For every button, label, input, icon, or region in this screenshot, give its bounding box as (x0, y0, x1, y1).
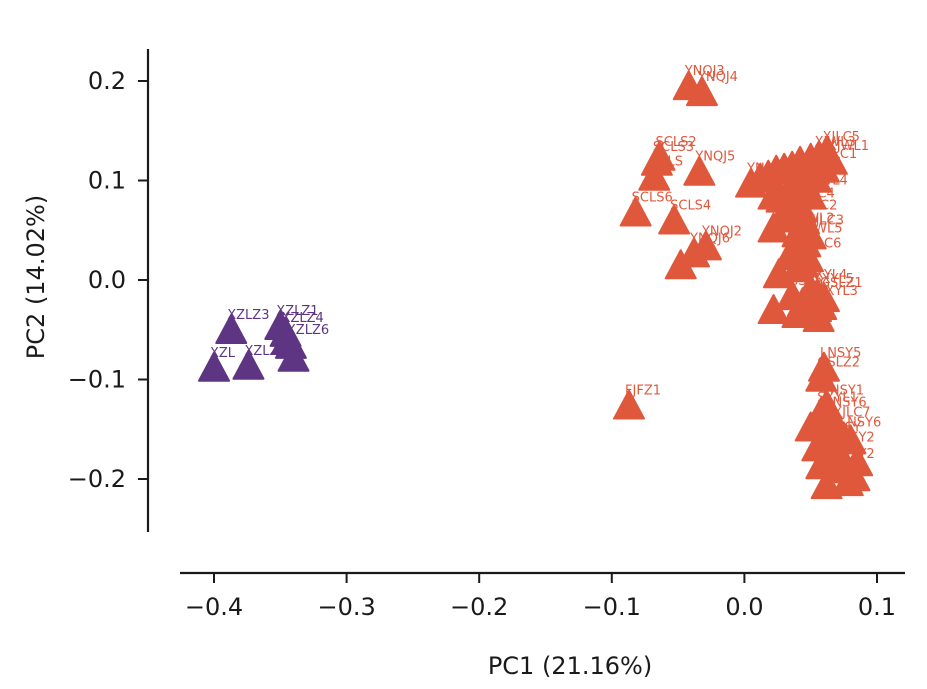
data-point-label: XZLZ (244, 344, 278, 359)
x-tick-label: 0.1 (858, 593, 896, 621)
data-point-label: LNSY2 (833, 447, 874, 462)
data-point-label: XJLC6 (804, 236, 841, 251)
x-axis-ticks: −0.4 −0.3 −0.2 −0.1 0.0 0.1 (185, 573, 896, 621)
data-point-label: YNQJ5 (694, 150, 735, 165)
data-point-label: SXYL4 (807, 268, 848, 283)
data-point-label: XJLC3 (807, 213, 844, 228)
data-point-label: XZL (210, 346, 236, 361)
x-tick-label: −0.2 (450, 593, 508, 621)
data-point-triangle (685, 76, 718, 107)
data-point-triangle (232, 349, 265, 380)
x-tick-label: −0.4 (185, 593, 243, 621)
data-point-triangle (658, 204, 691, 235)
data-point-triangle (277, 341, 310, 372)
data-point-triangle (762, 258, 795, 289)
data-point-label: SCLS3 (653, 140, 694, 155)
data-point-label: LNSY1 (823, 384, 864, 399)
data-point-label: XJWL1 (828, 139, 869, 154)
data-point-label: YNQJ2 (701, 224, 742, 239)
scatter-points (198, 70, 874, 500)
data-point-label: SXYL3 (817, 284, 858, 299)
y-tick-label: 0.1 (88, 167, 126, 195)
data-point-label: XJWL3 (815, 135, 856, 150)
data-point-label: FJFZ1 (625, 384, 661, 399)
data-point-label: GSL (788, 274, 814, 289)
data-point-triangle (802, 302, 835, 332)
data-point-label: SCLS (650, 155, 683, 170)
data-point-triangle (638, 160, 671, 191)
data-point-triangle (781, 252, 814, 283)
data-point-label: SCLS4 (670, 198, 711, 213)
y-tick-label: 0.0 (88, 266, 126, 294)
data-point-triangle (757, 294, 790, 325)
data-point-triangle (198, 351, 230, 382)
data-point-label: YN (746, 162, 765, 177)
data-point-label: XJLC4 (797, 187, 834, 202)
data-point-label: LNSY2 (833, 430, 874, 445)
y-tick-label: −0.1 (68, 366, 126, 394)
data-point-triangle (619, 196, 652, 227)
data-point-label: XJWL5 (801, 221, 842, 236)
data-point-label: YNQJ3 (684, 64, 725, 79)
data-point-triangle (683, 155, 716, 186)
data-point-label: XZLZ6 (287, 323, 329, 338)
x-tick-label: −0.1 (583, 593, 641, 621)
x-axis-title: PC1 (21.16%) (488, 652, 652, 680)
data-point-label: GSLZ2 (817, 356, 860, 371)
data-point-label: SXYL5 (813, 272, 854, 287)
data-point-triangle (781, 298, 814, 329)
data-point-label: LNSY6 (840, 415, 881, 430)
data-point-triangle (805, 361, 838, 392)
data-point-label: LNSY (828, 420, 861, 435)
data-point-label: XJWL2 (793, 211, 834, 226)
data-point-label: LNSY6 (825, 396, 866, 411)
x-tick-label: −0.3 (317, 593, 375, 621)
data-point-label: YNQJ4 (697, 70, 738, 85)
data-point-label: XZLZ4 (282, 311, 324, 326)
y-axis-title: PC2 (14.02%) (22, 195, 50, 359)
data-point-triangle (613, 389, 646, 420)
y-axis-ticks: −0.2 −0.1 0.0 0.1 0.2 (68, 67, 148, 493)
data-point-triangle (757, 212, 790, 243)
data-point-triangle (757, 179, 790, 210)
data-point-label: SCLS2 (656, 135, 697, 150)
data-point-label: XJWL4 (807, 174, 848, 189)
data-point-label: SXYL1 (817, 391, 858, 406)
data-point-label: YNQJ6 (689, 231, 730, 246)
data-point-label: XJLC5 (823, 130, 860, 145)
data-point-label: XZLZ1 (276, 304, 318, 319)
data-point-triangle (664, 249, 697, 280)
y-tick-label: −0.2 (68, 465, 126, 493)
data-point-label: XJLC7 (833, 405, 870, 420)
data-point-label: GSLZ1 (820, 276, 863, 291)
data-point-label: LNSY5 (820, 346, 861, 361)
data-point-triangle (215, 313, 248, 344)
x-tick-label: 0.0 (725, 593, 763, 621)
data-point-label: XJLC2 (800, 198, 837, 213)
y-tick-label: 0.2 (88, 67, 126, 95)
data-point-label: XJLC1 (820, 147, 857, 162)
data-point-triangle (838, 461, 871, 492)
data-point-label: SCLS6 (632, 191, 673, 206)
data-point-label: XZLZ3 (227, 308, 269, 323)
